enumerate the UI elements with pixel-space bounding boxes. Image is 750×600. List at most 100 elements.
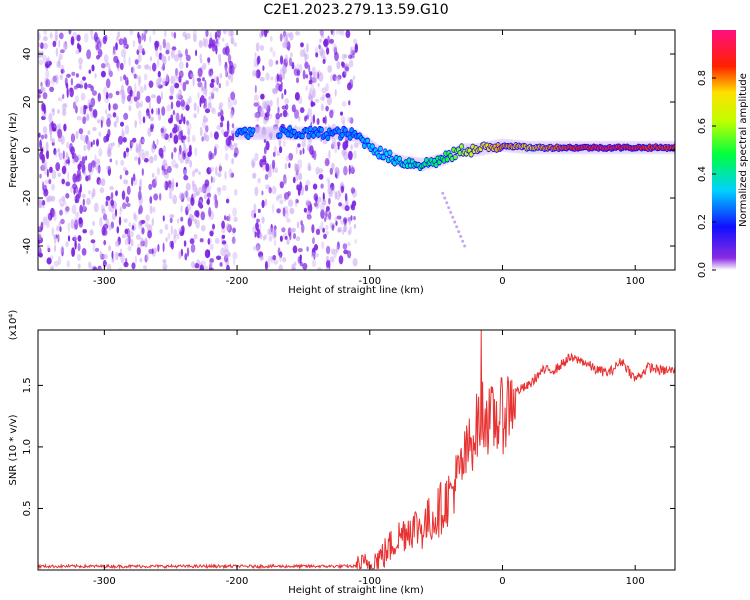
heatmap-noise-speck — [135, 142, 139, 153]
heatmap-noise-speck — [77, 235, 82, 242]
heatmap-noise-speck — [320, 209, 325, 219]
colorbar: 0.0 0.2 0.4 0.6 0.8 Normalized spectral ampl… — [697, 30, 749, 278]
heatmap-noise-speck — [218, 165, 223, 172]
x-tick-label: -200 — [226, 576, 249, 587]
heatmap-noise-speck — [307, 162, 311, 172]
heatmap-noise-speck — [137, 53, 142, 63]
heatmap-noise-speck — [253, 203, 257, 213]
heatmap-noise-speck — [123, 218, 128, 223]
heatmap-noise-speck — [270, 76, 274, 81]
heatmap-noise-speck — [321, 87, 327, 94]
heatmap-noise-speck — [201, 136, 204, 142]
heatmap-noise-speck — [151, 248, 154, 255]
heatmap-noise-speck — [306, 214, 312, 220]
heatmap-noise-speck — [309, 88, 312, 93]
heatmap-noise-speck — [278, 84, 283, 92]
heatmap-noise-speck — [189, 213, 193, 219]
heatmap-noise-speck — [328, 211, 332, 221]
heatmap-noise-speck — [254, 152, 259, 162]
heatmap-noise-speck — [197, 202, 203, 208]
heatmap-noise-speck — [51, 183, 55, 191]
heatmap-noise-speck — [252, 162, 255, 168]
heatmap-noise-speck — [320, 96, 324, 101]
heatmap-noise-speck — [210, 131, 213, 139]
heatmap-noise-speck — [88, 69, 92, 74]
heatmap-noise-speck — [254, 85, 257, 93]
heatmap-noise-speck — [73, 85, 78, 90]
heatmap-noise-speck — [79, 80, 84, 86]
heatmap-noise-speck — [90, 239, 96, 244]
heatmap-noise-speck — [259, 233, 263, 240]
heatmap-noise-speck — [230, 172, 235, 178]
heatmap-noise-speck — [163, 55, 167, 65]
heatmap-noise-speck — [142, 116, 146, 124]
ridge-core — [278, 133, 282, 138]
heatmap-noise-speck — [57, 172, 61, 178]
heatmap-noise-speck — [253, 57, 258, 66]
heatmap-noise-speck — [102, 253, 108, 260]
heatmap-noise-speck — [325, 224, 329, 231]
heatmap-noise-speck — [167, 165, 172, 174]
heatmap-noise-speck — [206, 192, 212, 198]
heatmap-noise-speck — [302, 262, 308, 270]
heatmap-noise-speck — [168, 180, 172, 189]
heatmap-noise-speck — [38, 31, 41, 41]
heatmap-noise-speck — [275, 112, 281, 120]
heatmap-noise-speck — [54, 234, 57, 245]
heatmap-noise-speck — [59, 74, 64, 80]
heatmap-noise-speck — [92, 243, 96, 253]
heatmap-noise-speck — [183, 190, 189, 197]
heatmap-noise-speck — [331, 142, 336, 148]
heatmap-noise-speck — [123, 151, 127, 159]
heatmap-noise-speck — [208, 166, 215, 173]
heatmap-noise-speck — [129, 30, 134, 36]
heatmap-noise-speck — [170, 31, 174, 37]
heatmap-noise-speck — [277, 106, 280, 114]
heatmap-noise-speck — [168, 190, 173, 200]
heatmap-noise-speck — [197, 105, 200, 114]
heatmap-noise-speck — [156, 95, 162, 104]
heatmap-noise-speck — [322, 117, 326, 124]
heatmap-noise-speck — [323, 38, 329, 48]
heatmap-noise-speck — [350, 215, 353, 221]
heatmap-noise-speck — [180, 205, 183, 213]
x-tick-label: -100 — [358, 576, 381, 587]
heatmap-noise-speck — [325, 230, 329, 236]
heatmap-noise-speck — [202, 77, 205, 82]
heatmap-noise-speck — [174, 82, 180, 89]
heatmap-noise-speck — [109, 186, 114, 191]
heatmap-noise-speck — [325, 83, 329, 92]
heatmap-noise-speck — [183, 240, 187, 247]
heatmap-noise-speck — [281, 105, 287, 110]
heatmap-noise-speck — [157, 244, 160, 252]
heatmap-noise-speck — [215, 38, 219, 45]
heatmap-noise-speck — [93, 202, 99, 213]
x-tick-label: -300 — [93, 276, 116, 287]
heatmap-noise-speck — [86, 197, 91, 206]
heatmap-noise-speck — [314, 98, 320, 103]
x-tick-label: -200 — [226, 276, 249, 287]
heatmap-noise-speck — [91, 64, 95, 72]
heatmap-noise-speck — [49, 166, 53, 173]
heatmap-noise-speck — [38, 132, 41, 138]
heatmap-noise-speck — [186, 247, 190, 257]
heatmap-noise-speck — [70, 219, 75, 229]
heatmap-noise-speck — [226, 264, 230, 270]
heatmap-noise-speck — [120, 253, 125, 264]
heatmap-noise-speck — [38, 247, 41, 251]
heatmap-noise-speck — [79, 204, 83, 214]
heatmap-noise-speck — [177, 151, 181, 161]
heatmap-noise-speck — [41, 134, 44, 140]
heatmap-noise-speck — [102, 36, 107, 45]
heatmap-noise-speck — [186, 196, 191, 202]
heatmap-noise-speck — [99, 187, 105, 194]
heatmap-noise-speck — [108, 92, 113, 99]
heatmap-noise-speck — [75, 49, 80, 55]
heatmap-noise-speck — [49, 86, 54, 93]
heatmap-noise-speck — [321, 241, 325, 250]
heatmap-noise-speck — [180, 216, 184, 222]
heatmap-noise-speck — [119, 89, 125, 96]
heatmap-noise-speck — [81, 164, 86, 174]
heatmap-noise-speck — [182, 81, 187, 92]
